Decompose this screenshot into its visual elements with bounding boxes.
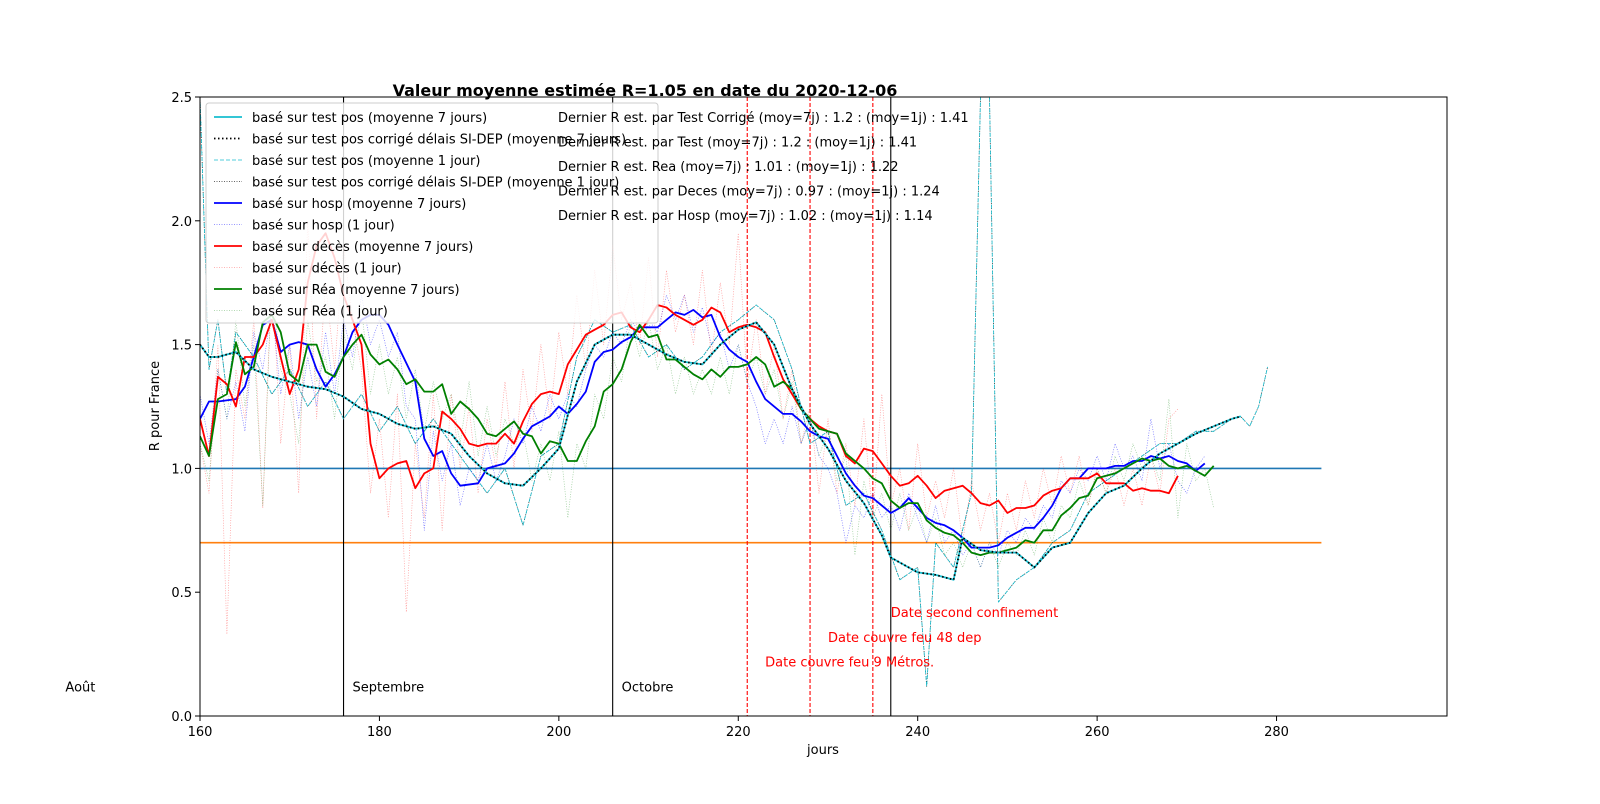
event-label: Date second confinement [891,606,1058,621]
legend-label: basé sur décès (1 jour) [252,262,402,277]
x-axis-label: jours [806,743,839,758]
legend-label: basé sur décès (moyenne 7 jours) [252,240,473,255]
legend-label: basé sur Réa (moyenne 7 jours) [252,283,460,298]
x-tick-label: 220 [726,725,751,740]
series-line [200,314,1215,556]
y-axis-label: R pour France [148,361,163,451]
y-axis-ticks: 0.0 0.5 1.0 1.5 2.0 2.5 [171,91,200,725]
series-line [200,321,1241,581]
series-line [200,97,1268,687]
legend-box [205,102,659,324]
annotations-group: Août Septembre Octobre Date second confinem… [65,606,1058,695]
x-tick-label: 280 [1264,725,1289,740]
chart-title: Valeur moyenne estimée R=1.05 en date du… [393,81,898,100]
reference-lines [200,97,1322,716]
x-tick-label: 240 [905,725,930,740]
y-tick-label: 0.0 [171,710,192,725]
series-line [200,294,1206,568]
legend: basé sur test pos (moyenne 7 jours) basé … [205,102,659,324]
series-line [200,220,1179,635]
legend-label: basé sur hosp (moyenne 7 jours) [252,197,466,212]
x-tick-label: 260 [1085,725,1110,740]
month-label: Août [65,680,95,695]
x-tick-label: 200 [546,725,571,740]
series-line [200,232,1179,514]
info-line: Dernier R est. par Test Corrigé (moy=7j)… [558,111,969,126]
legend-label: basé sur hosp (1 jour) [252,219,395,234]
month-label: Octobre [622,680,674,695]
event-label: Date couvre feu 9 Métros. [765,656,934,671]
x-axis-ticks: 160 180 200 220 240 260 280 [188,716,1289,740]
info-box: Dernier R est. par Test Corrigé (moy=7j)… [558,111,969,224]
info-line: Dernier R est. par Hosp (moy=7j) : 1.02 … [558,209,933,224]
series-group [200,97,1268,687]
legend-label: basé sur test pos (moyenne 7 jours) [252,111,487,126]
series-line [200,282,1215,568]
plot-frame [199,96,1448,717]
event-label: Date couvre feu 48 dep [828,631,982,646]
info-line: Dernier R est. par Deces (moy=7j) : 0.97… [558,185,940,200]
y-tick-label: 2.5 [171,91,192,106]
legend-label: basé sur test pos corrigé délais SI-DEP … [252,133,626,148]
info-line: Dernier R est. par Test (moy=7j) : 1.2 :… [558,136,917,151]
x-tick-label: 160 [188,725,213,740]
x-tick-label: 180 [367,725,392,740]
y-tick-label: 2.0 [171,215,192,230]
y-tick-label: 0.5 [171,586,192,601]
y-tick-label: 1.0 [171,462,192,477]
legend-label: basé sur Réa (1 jour) [252,305,388,320]
y-tick-label: 1.5 [171,339,192,354]
legend-label: basé sur test pos corrigé délais SI-DEP … [252,176,619,191]
info-line: Dernier R est. Rea (moy=7j) : 1.01 : (mo… [558,160,899,175]
legend-label: basé sur test pos (moyenne 1 jour) [252,154,480,169]
month-label: Septembre [353,680,425,695]
